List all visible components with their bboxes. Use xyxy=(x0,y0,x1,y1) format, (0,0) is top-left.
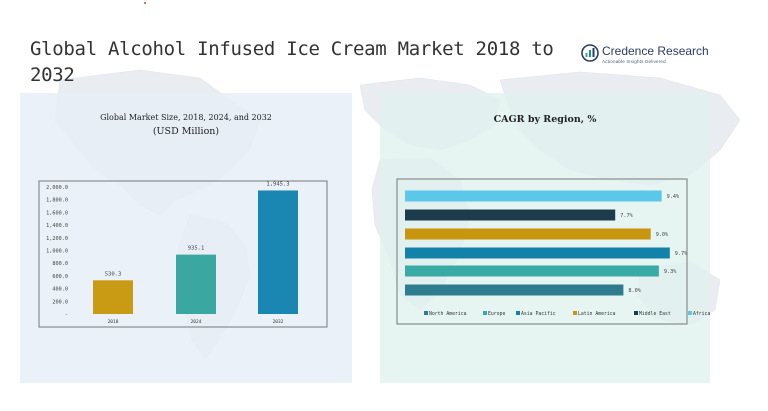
y-tick-label: 1,400.0 xyxy=(46,223,68,229)
market-size-bar-chart: - 200.0 400.0 600.0 800.0 1,000.0 1,200.0 1,400… xyxy=(38,180,328,328)
credence-research-logo: Credence Research Actionable Insights De… xyxy=(580,43,710,73)
hbar-value-label: 8.0% xyxy=(628,288,641,294)
brand-tagline: Actionable Insights Delivered xyxy=(602,59,666,64)
hbar-latin-america xyxy=(405,228,651,240)
y-tick-label: 800.0 xyxy=(52,261,68,267)
logo-mark-icon xyxy=(581,44,599,62)
legend-label: North America xyxy=(429,311,467,317)
legend-label: Latin America xyxy=(578,311,616,317)
y-tick-label: - xyxy=(65,312,68,318)
bar-value-label: 935.1 xyxy=(188,246,205,252)
hbar-value-label: 9.4% xyxy=(667,194,680,200)
bar-2024 xyxy=(176,254,216,314)
legend-label: Asia Pacific xyxy=(521,311,556,317)
y-tick-label: 2,000.0 xyxy=(46,185,68,191)
y-tick-label: 1,000.0 xyxy=(46,249,68,255)
bar-2032 xyxy=(258,190,298,314)
hbar-value-label: 9.0% xyxy=(656,232,669,238)
y-tick-label: 1,800.0 xyxy=(46,198,68,204)
cagr-bar-chart: 9.4% 7.7% 9.0% 9.7% 9.3% 8.0% North America Eu… xyxy=(396,178,710,325)
x-tick-label: 2018 xyxy=(108,319,119,325)
red-dot-mark xyxy=(144,2,146,4)
legend-label: Europe xyxy=(488,311,505,317)
legend-swatch xyxy=(516,311,520,315)
hbar-north-america xyxy=(405,284,624,296)
cagr-panel: CAGR by Region, % 9.4% 7.7% 9.0% 9.7% 9.3% 8.… xyxy=(380,93,710,383)
legend-swatch xyxy=(573,311,577,315)
hbar-value-label: 9.3% xyxy=(664,269,677,275)
bar-value-label: 1,945.3 xyxy=(266,181,289,187)
legend-swatch xyxy=(424,311,428,315)
y-tick-label: 200.0 xyxy=(52,299,68,305)
hbar-asia-pacific xyxy=(405,247,670,259)
legend-label: Middle East xyxy=(639,311,671,317)
x-tick-label: 2032 xyxy=(273,319,284,325)
bar-value-label: 530.3 xyxy=(105,271,122,277)
page-title: Global Alcohol Infused Ice Cream Market … xyxy=(30,38,554,86)
hbar-value-label: 9.7% xyxy=(675,251,688,257)
market-size-chart-subtitle: (USD Million) xyxy=(152,126,220,137)
legend-swatch xyxy=(483,311,487,315)
market-size-panel: Global Market Size, 2018, 2024, and 2032… xyxy=(20,93,352,383)
x-tick-label: 2024 xyxy=(191,319,202,325)
y-tick-label: 400.0 xyxy=(52,287,68,293)
y-tick-label: 1,600.0 xyxy=(46,210,68,216)
legend-label: Africa xyxy=(693,311,710,317)
hbar-value-label: 7.7% xyxy=(620,213,633,219)
legend-swatch xyxy=(634,311,638,315)
market-size-chart-title: Global Market Size, 2018, 2024, and 2032 xyxy=(100,113,272,122)
hbar-europe xyxy=(405,265,659,277)
legend-swatch xyxy=(688,311,692,315)
bar-2018 xyxy=(93,280,133,314)
y-tick-label: 600.0 xyxy=(52,274,68,280)
hbar-africa xyxy=(405,190,662,202)
brand-name: Credence Research xyxy=(602,44,709,58)
y-tick-label: 1,200.0 xyxy=(46,236,68,242)
cagr-chart-frame xyxy=(396,178,688,325)
hbar-middle-east xyxy=(405,209,616,221)
cagr-chart-title: CAGR by Region, % xyxy=(493,114,597,125)
market-size-chart-frame xyxy=(38,180,328,328)
